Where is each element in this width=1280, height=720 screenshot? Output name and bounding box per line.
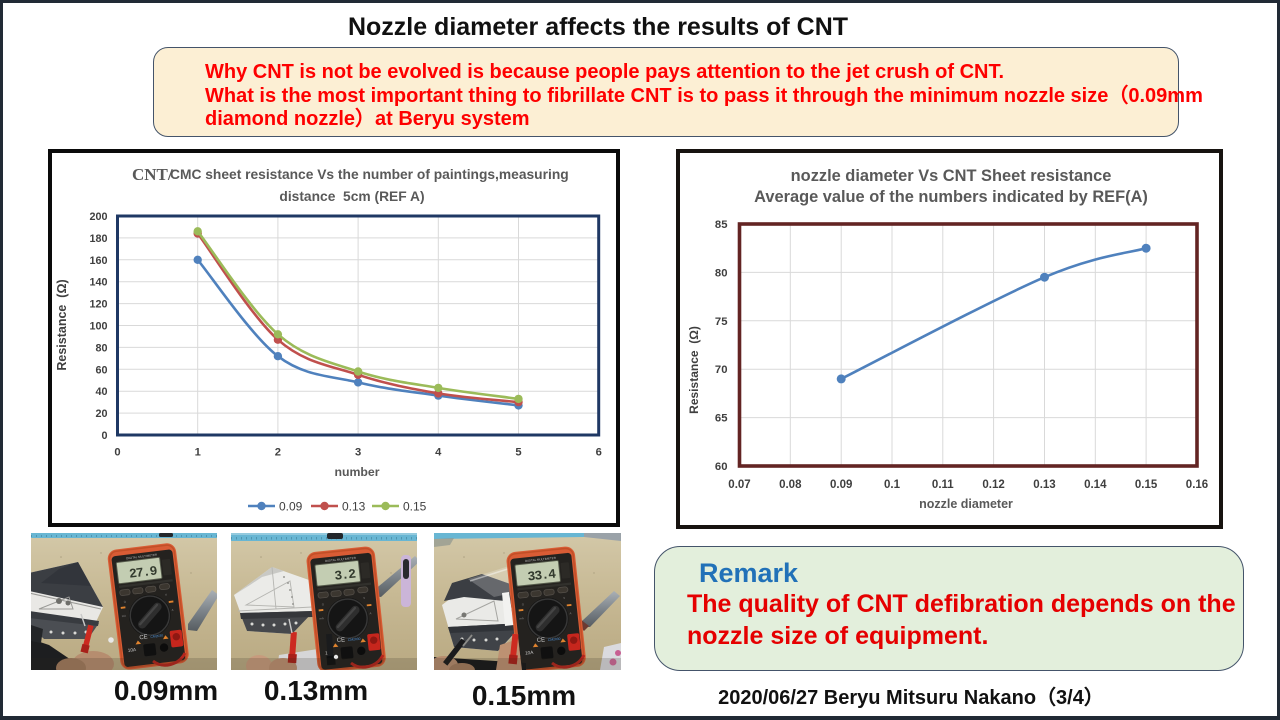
svg-text:100: 100 [89,321,107,333]
svg-text:CM2030: CM2030 [548,637,561,642]
svg-text:160: 160 [89,255,107,267]
svg-text:140: 140 [89,277,107,289]
svg-text:27.9: 27.9 [128,563,158,581]
svg-text:A: A [369,611,371,615]
svg-text:10A: 10A [525,650,535,656]
svg-text:distance 5cm (REF A): distance 5cm (REF A) [279,189,424,204]
svg-text:0.07: 0.07 [728,479,750,491]
svg-text:0.15: 0.15 [1135,479,1158,491]
svg-text:0.15: 0.15 [403,500,427,514]
svg-text:Ω: Ω [322,602,325,606]
svg-text:20: 20 [95,408,107,420]
svg-text:40: 40 [95,386,107,398]
svg-text:mA: mA [519,616,524,620]
svg-text:4: 4 [435,447,442,459]
svg-text:0.14: 0.14 [1084,479,1107,491]
svg-text:DIGITAL MULTIMETER: DIGITAL MULTIMETER [525,556,556,563]
svg-text:A: A [171,608,173,612]
svg-text:0.09: 0.09 [279,500,303,514]
svg-text:Resistance (Ω): Resistance (Ω) [55,279,69,370]
svg-text:200: 200 [89,211,107,223]
svg-text:CNT/: CNT/ [132,165,173,184]
svg-text:mA: mA [319,616,324,620]
svg-text:3: 3 [355,447,361,459]
svg-text:1: 1 [195,447,201,459]
svg-text:0.13: 0.13 [342,500,366,514]
svg-text:180: 180 [89,233,107,245]
svg-text:CE: CE [537,637,546,644]
svg-text:CM2030: CM2030 [150,633,163,639]
svg-text:nozzle diameter Vs CNT Sheet r: nozzle diameter Vs CNT Sheet resistance [791,167,1112,185]
svg-text:5: 5 [515,447,521,459]
svg-text:V: V [165,593,167,597]
svg-text:V: V [363,596,365,600]
svg-text:60: 60 [95,364,107,376]
svg-text:DIGITAL MULTIMETER: DIGITAL MULTIMETER [325,556,356,563]
svg-text:CM2030: CM2030 [348,637,361,642]
svg-text:2: 2 [275,447,281,459]
svg-text:0: 0 [114,447,120,459]
svg-text:Ω: Ω [124,600,127,604]
svg-text:65: 65 [715,413,728,425]
svg-text:120: 120 [89,299,107,311]
svg-text:0: 0 [101,430,107,442]
svg-text:10A: 10A [128,647,138,653]
svg-text:85: 85 [715,219,728,231]
svg-text:Resistance (Ω): Resistance (Ω) [687,326,701,414]
svg-text:CE: CE [139,634,148,641]
svg-text:0.16: 0.16 [1186,479,1208,491]
svg-text:6: 6 [596,447,602,459]
svg-text:V: V [563,596,565,600]
svg-text:CE: CE [337,637,346,644]
svg-text:0.09: 0.09 [830,479,852,491]
svg-text:A: A [569,611,571,615]
svg-text:60: 60 [715,461,728,473]
svg-text:80: 80 [715,267,728,279]
svg-text:33.4: 33.4 [527,567,557,585]
svg-text:70: 70 [715,364,728,376]
svg-text:number: number [334,465,379,479]
svg-text:0.08: 0.08 [779,479,802,491]
svg-text:0.13: 0.13 [1033,479,1055,491]
svg-text:nozzle diameter: nozzle diameter [919,497,1013,511]
svg-text:0.1: 0.1 [884,479,901,491]
svg-text:CMC sheet resistance Vs the nu: CMC sheet resistance Vs the number of pa… [170,167,569,182]
svg-text:DIGITAL MULTIMETER: DIGITAL MULTIMETER [126,553,157,561]
svg-text:3.2: 3.2 [334,567,357,584]
svg-text:mA: mA [122,614,127,618]
svg-text:Average value of the numbers i: Average value of the numbers indicated b… [754,188,1148,206]
svg-text:0.12: 0.12 [982,479,1004,491]
svg-text:Ω: Ω [522,602,525,606]
svg-text:80: 80 [95,342,107,354]
svg-text:0.11: 0.11 [932,479,954,491]
svg-text:75: 75 [715,316,728,328]
